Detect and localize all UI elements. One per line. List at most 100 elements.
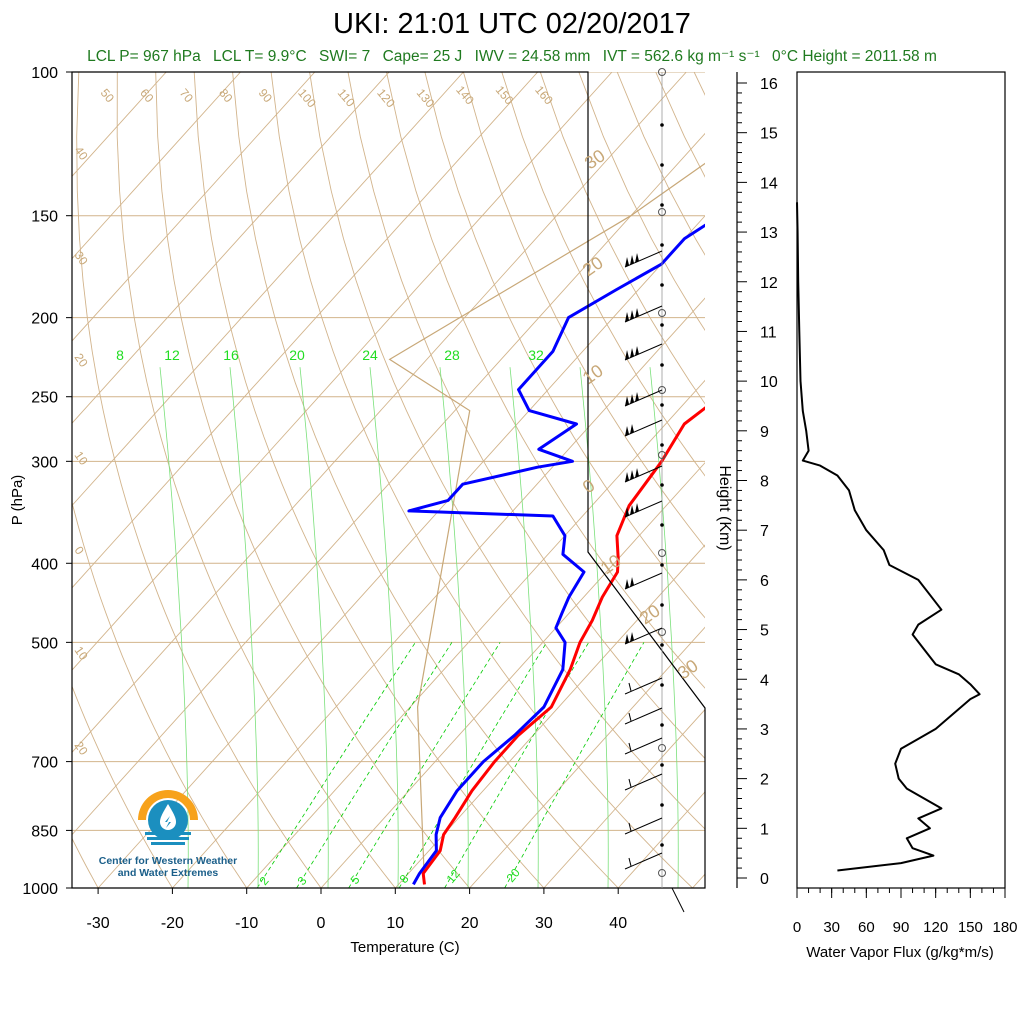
wind-level-dot <box>660 843 664 847</box>
wind-barb <box>624 250 663 268</box>
wind-barb-pennant <box>630 424 634 434</box>
moist-adiabat-line <box>299 367 329 888</box>
isotherm-line <box>72 72 539 589</box>
isotherm-line <box>246 379 705 888</box>
isotherm-label: 90 <box>256 86 276 105</box>
wind-barb-pennant <box>625 350 629 360</box>
wind-barb-pennant <box>630 310 634 320</box>
moist-adiabat-line <box>229 367 259 888</box>
pressure-tick-label: 150 <box>31 209 58 226</box>
mixing-ratio-label: 8 <box>116 347 124 363</box>
left-isotherm-label: 0 <box>72 544 87 558</box>
left-isotherm-label: 20 <box>72 351 91 370</box>
info-lcl-pressure: LCL P= 967 hPa <box>87 48 201 65</box>
temperature-tick-label: 30 <box>535 915 553 932</box>
calm-wind-circle <box>658 309 666 317</box>
temperature-tick-label: -30 <box>87 915 110 932</box>
temperature-tick-label: -20 <box>161 915 184 932</box>
moist-adiabat-line <box>579 367 609 888</box>
dry-adiabat-line <box>539 72 705 405</box>
wind-barb-feather <box>628 682 632 692</box>
wind-barb-staff <box>624 677 663 695</box>
wind-barb-feather <box>628 712 632 722</box>
dry-adiabat-line <box>848 72 1024 888</box>
right-adiabat-label: 10 <box>597 550 625 578</box>
water-drop-logo-icon <box>138 790 198 845</box>
wind-barb-feather <box>628 857 632 867</box>
bottom-mixing-ratio-label: 20 <box>504 865 524 884</box>
pressure-tick-label: 500 <box>31 635 58 652</box>
wind-barb-pennant <box>635 253 639 263</box>
wind-barb-pennant <box>625 507 629 517</box>
isotherm-label: 70 <box>177 86 197 105</box>
wind-barb-staff <box>624 773 663 791</box>
wind-level-dot <box>660 443 664 447</box>
dry-adiabat-line <box>347 72 705 760</box>
dry-adiabat-line <box>693 72 705 96</box>
temperature-profile-line <box>421 406 705 885</box>
calm-wind-circle <box>658 68 666 76</box>
moist-adiabat-line <box>159 367 189 888</box>
left-isotherm-label: 30 <box>72 249 91 268</box>
mixing-ratio-label: 28 <box>444 347 460 363</box>
calm-wind-circle <box>658 744 666 752</box>
isotherm-line <box>72 72 464 507</box>
pressure-axis-title: P (hPa) <box>9 475 26 526</box>
sounding-info-line: LCL P= 967 hPa LCL T= 9.9°C SWI= 7 Cape=… <box>0 47 1024 66</box>
wind-level-dot <box>660 603 664 607</box>
calm-wind-circle <box>658 208 666 216</box>
moist-adiabat-line <box>509 367 539 888</box>
isotherm-line <box>469 626 705 888</box>
wind-level-dot <box>660 283 664 287</box>
wind-barb-pennant <box>625 312 629 322</box>
wind-barb-pennant <box>625 396 629 406</box>
isotherm-line <box>72 72 316 342</box>
dry-adiabat-line <box>771 72 1024 888</box>
wind-barb-pennant <box>625 579 629 589</box>
dry-adiabat-line <box>501 72 705 477</box>
mixing-ratio-line <box>296 642 453 888</box>
wind-barb-pennant <box>635 468 639 478</box>
dry-adiabat-line <box>424 72 705 619</box>
temperature-tick-label: 40 <box>609 915 627 932</box>
left-isotherm-label: 10 <box>72 449 91 468</box>
wind-level-dot <box>660 243 664 247</box>
wind-level-dot <box>660 763 664 767</box>
mixing-ratio-line <box>348 642 501 888</box>
wind-level-dot <box>660 563 664 567</box>
cw3e-logo: Center for Western Weather and Water Ext… <box>98 780 238 879</box>
pressure-tick-label: 250 <box>31 390 58 407</box>
wind-barb-feather <box>628 742 632 752</box>
mixing-ratio-line <box>398 642 548 888</box>
wind-level-dot <box>660 723 664 727</box>
isotherm-label: 160 <box>532 83 556 108</box>
wind-level-dot <box>660 363 664 367</box>
pressure-tick-label: 700 <box>31 755 58 772</box>
isotherm-line <box>543 708 705 888</box>
mixing-ratio-label: 32 <box>528 347 544 363</box>
wind-barb-pennant <box>635 392 639 402</box>
wind-level-dot <box>660 323 664 327</box>
bottom-mixing-ratio-label: 12 <box>444 866 464 885</box>
isotherm-label: 50 <box>98 86 118 105</box>
wind-barb <box>624 773 663 791</box>
isotherm-line <box>172 297 705 888</box>
info-lcl-temperature: LCL T= 9.9°C <box>213 48 307 65</box>
pressure-tick-label: 200 <box>31 311 58 328</box>
wind-level-dot <box>660 123 664 127</box>
isotherm-line <box>617 791 705 888</box>
wind-barb <box>624 500 663 518</box>
wind-level-dot <box>660 163 664 167</box>
dry-adiabat-line <box>116 72 396 888</box>
calm-wind-circle <box>658 869 666 877</box>
wind-level-dot <box>660 523 664 527</box>
skewt-plot-area <box>72 72 1024 888</box>
isotherm-line <box>72 72 613 671</box>
dry-adiabat-line <box>655 72 705 178</box>
dry-adiabat-line <box>72 685 173 888</box>
wind-barb-pennant <box>625 634 629 644</box>
mixing-ratio-line <box>256 642 416 888</box>
isotherm-line <box>72 72 241 260</box>
chart-title: UKI: 21:01 UTC 02/20/2017 <box>333 8 691 40</box>
isotherm-line <box>72 72 390 424</box>
